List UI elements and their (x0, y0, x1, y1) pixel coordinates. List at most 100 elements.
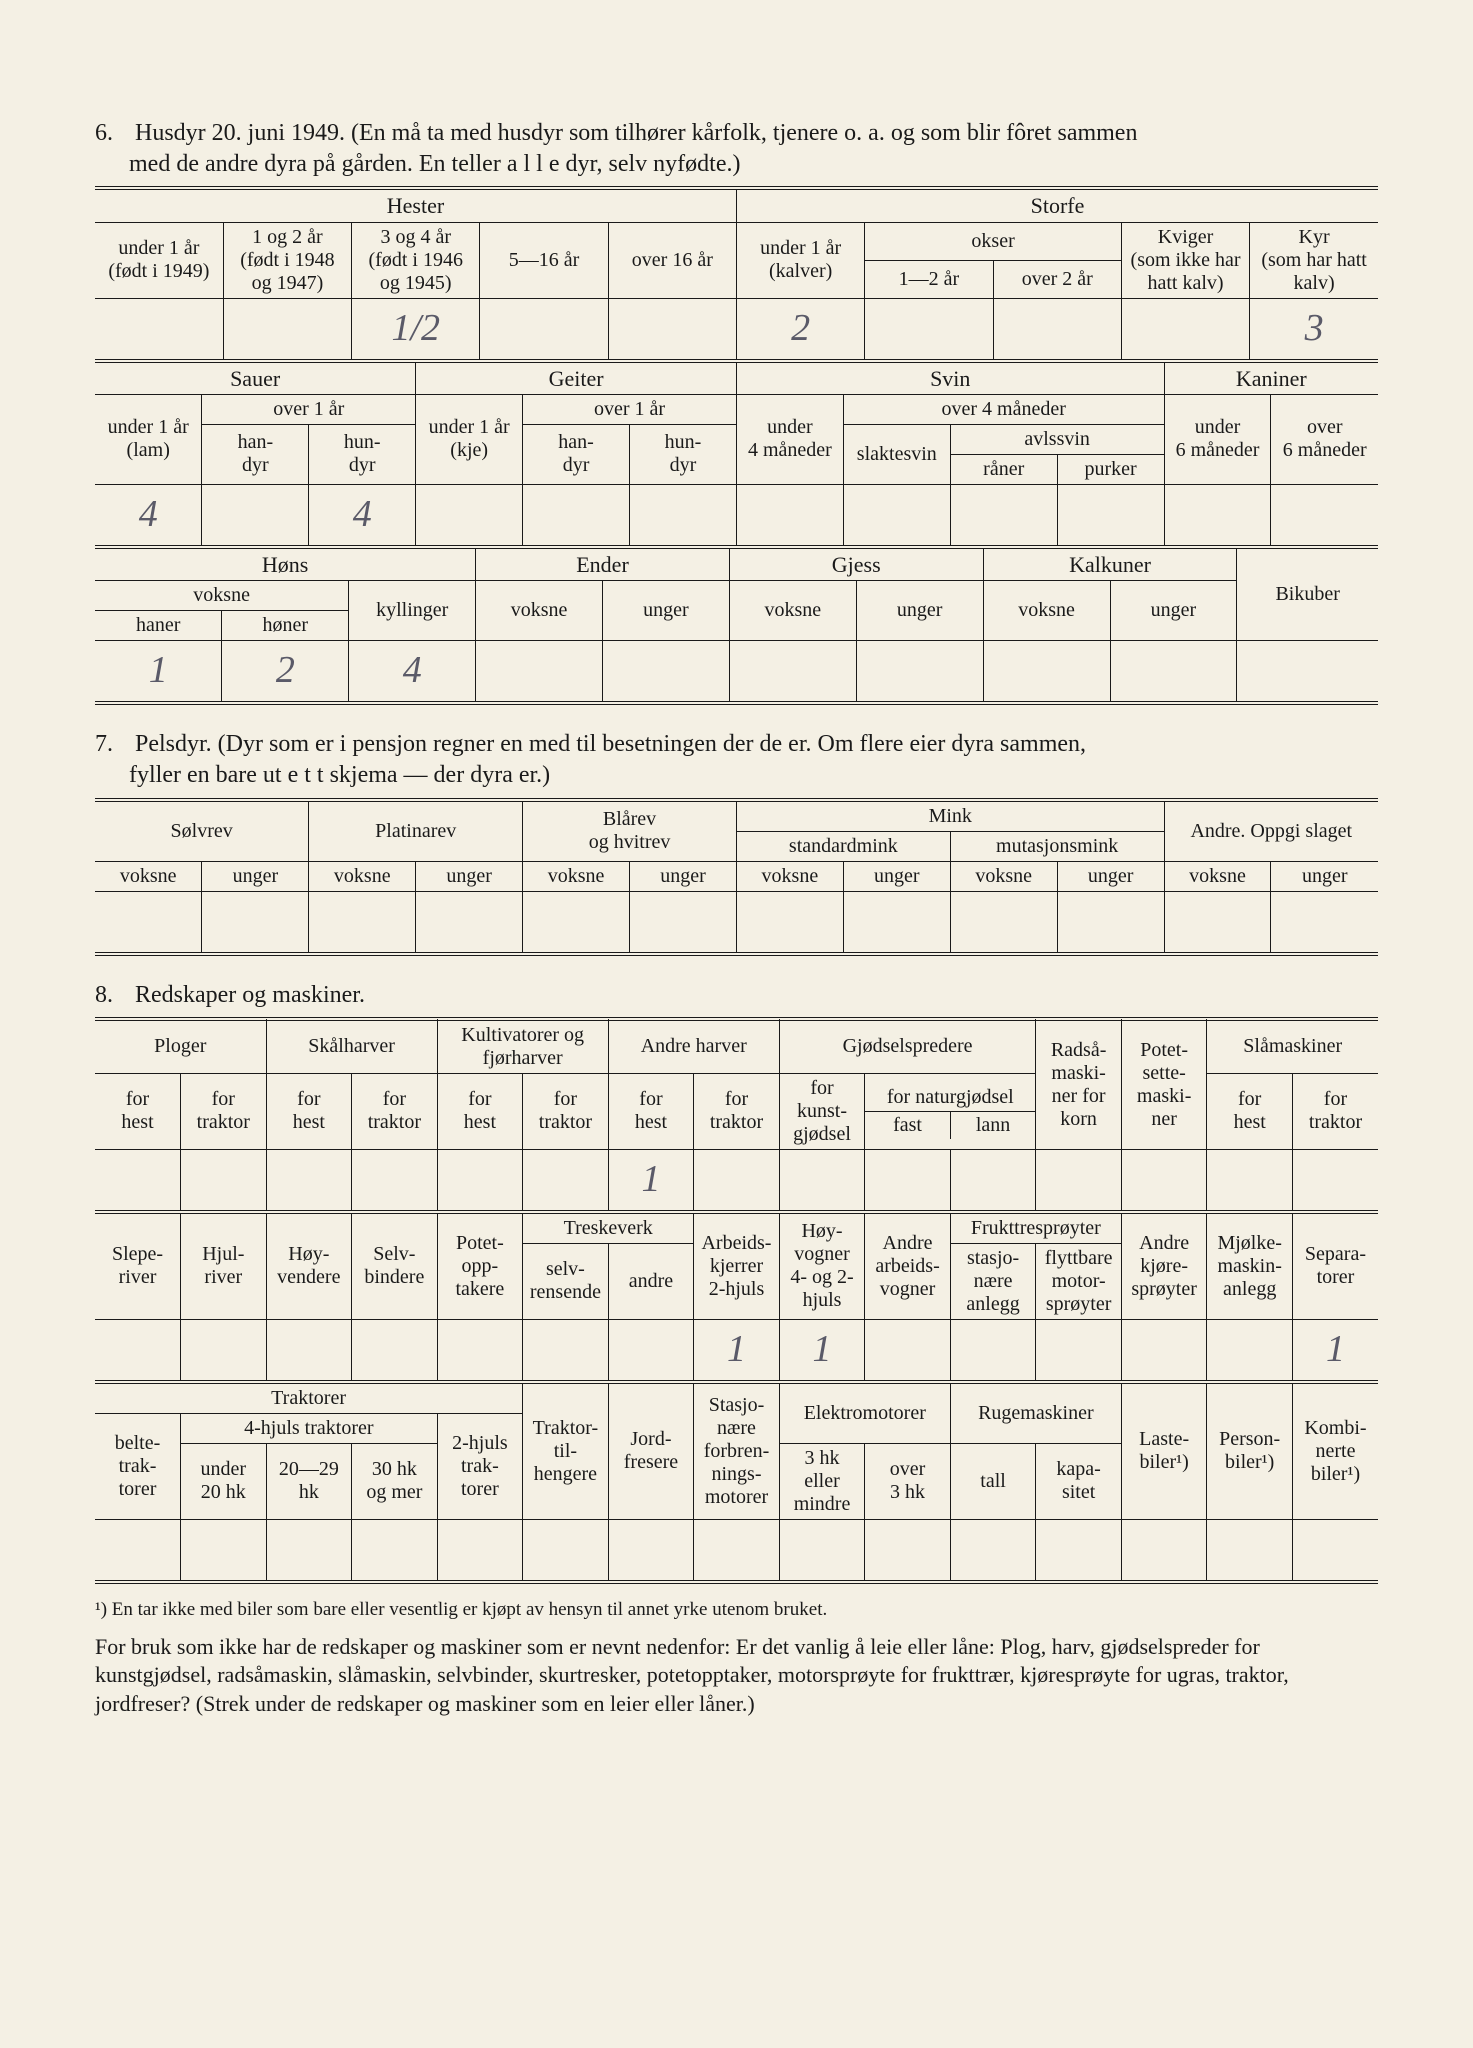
val-a-1[interactable] (223, 298, 351, 361)
v81-7[interactable] (694, 1149, 780, 1212)
v82-10[interactable] (950, 1319, 1036, 1382)
v83-4[interactable] (437, 1519, 523, 1582)
val-a-6[interactable] (865, 298, 993, 361)
v81-14[interactable] (1292, 1149, 1378, 1212)
val-b-0[interactable]: 4 (95, 484, 202, 547)
val-7-6[interactable] (736, 891, 843, 954)
v83-7[interactable] (694, 1519, 780, 1582)
v82-14[interactable]: 1 (1292, 1319, 1378, 1382)
col-geit-u1: under 1 år(kje) (416, 394, 523, 484)
v81-2[interactable] (266, 1149, 352, 1212)
v81-4[interactable] (437, 1149, 523, 1212)
val-c-8[interactable] (1110, 641, 1237, 704)
val-7-3[interactable] (416, 891, 523, 954)
val-b-6[interactable] (736, 484, 843, 547)
val-7-10[interactable] (1164, 891, 1271, 954)
v82-11[interactable] (1036, 1319, 1122, 1382)
hdr-geiter: Geiter (416, 362, 737, 394)
v82-7[interactable]: 1 (694, 1319, 780, 1382)
val-c-3[interactable] (476, 641, 603, 704)
v81-0[interactable] (95, 1149, 181, 1212)
hdr-potopp: Potet-opp-takere (437, 1213, 523, 1319)
v83-8[interactable] (779, 1519, 865, 1582)
val-7-5[interactable] (630, 891, 737, 954)
val-b-7[interactable] (843, 484, 950, 547)
v82-6[interactable] (608, 1319, 694, 1382)
val-b-8[interactable] (950, 484, 1057, 547)
v81-3[interactable] (352, 1149, 438, 1212)
hdr-sla: Slåmaskiner (1207, 1019, 1378, 1074)
v82-2[interactable] (266, 1319, 352, 1382)
val-a-8[interactable] (1121, 298, 1249, 361)
val-b-1[interactable] (202, 484, 309, 547)
val-b-10[interactable] (1164, 484, 1271, 547)
val-7-4[interactable] (523, 891, 630, 954)
v83-14[interactable] (1292, 1519, 1378, 1582)
v82-4[interactable] (437, 1319, 523, 1382)
v83-1[interactable] (181, 1519, 267, 1582)
col-slakt: slaktesvin (843, 424, 950, 484)
census-form-page: 6. Husdyr 20. juni 1949. (En må ta med h… (0, 0, 1473, 2048)
val-a-4[interactable] (608, 298, 736, 361)
val-b-2[interactable]: 4 (309, 484, 416, 547)
v81-12[interactable] (1121, 1149, 1207, 1212)
val-b-5[interactable] (630, 484, 737, 547)
col-2029: 20—29hk (266, 1443, 352, 1519)
hdr-stasjmotor: Stasjo-næreforbren-nings-motorer (694, 1383, 780, 1519)
val-c-7[interactable] (983, 641, 1110, 704)
val-a-7[interactable] (993, 298, 1121, 361)
v83-3[interactable] (352, 1519, 438, 1582)
v83-2[interactable] (266, 1519, 352, 1582)
v83-13[interactable] (1207, 1519, 1293, 1582)
val-a-9[interactable]: 3 (1250, 298, 1378, 361)
val-b-3[interactable] (416, 484, 523, 547)
v82-12[interactable] (1121, 1319, 1207, 1382)
val-a-3[interactable] (480, 298, 608, 361)
v82-3[interactable] (352, 1319, 438, 1382)
val-7-9[interactable] (1057, 891, 1164, 954)
v82-8[interactable]: 1 (779, 1319, 865, 1382)
val-7-11[interactable] (1271, 891, 1378, 954)
val-7-1[interactable] (202, 891, 309, 954)
val-c-1[interactable]: 2 (222, 641, 349, 704)
val-b-11[interactable] (1271, 484, 1378, 547)
val-c-9[interactable] (1237, 641, 1378, 704)
v83-5[interactable] (523, 1519, 609, 1582)
hdr-radsa: Radså-maski-ner forkorn (1036, 1019, 1122, 1150)
val-7-2[interactable] (309, 891, 416, 954)
v82-13[interactable] (1207, 1319, 1293, 1382)
v83-0[interactable] (95, 1519, 181, 1582)
col-h-u1: under 1 år(født i 1949) (95, 222, 223, 298)
v82-0[interactable] (95, 1319, 181, 1382)
v81-8[interactable] (779, 1149, 865, 1212)
val-c-4[interactable] (603, 641, 730, 704)
v83-12[interactable] (1121, 1519, 1207, 1582)
v81-13[interactable] (1207, 1149, 1293, 1212)
v83-11[interactable] (1036, 1519, 1122, 1582)
val-c-6[interactable] (856, 641, 983, 704)
v83-9[interactable] (865, 1519, 951, 1582)
val-a-2[interactable]: 1/2 (352, 298, 480, 361)
v81-1[interactable] (181, 1149, 267, 1212)
v82-9[interactable] (865, 1319, 951, 1382)
val-b-9[interactable] (1057, 484, 1164, 547)
v82-5[interactable] (523, 1319, 609, 1382)
val-7-7[interactable] (843, 891, 950, 954)
v81-10[interactable] (950, 1149, 1036, 1212)
col-tall: tall (950, 1443, 1036, 1519)
v81-11[interactable] (1036, 1149, 1122, 1212)
val-c-2[interactable]: 4 (349, 641, 476, 704)
val-7-0[interactable] (95, 891, 202, 954)
v83-6[interactable] (608, 1519, 694, 1582)
val-c-0[interactable]: 1 (95, 641, 222, 704)
v81-5[interactable] (523, 1149, 609, 1212)
v83-10[interactable] (950, 1519, 1036, 1582)
val-b-4[interactable] (523, 484, 630, 547)
val-7-8[interactable] (950, 891, 1057, 954)
v81-6[interactable]: 1 (608, 1149, 694, 1212)
v81-9[interactable] (865, 1149, 951, 1212)
val-a-0[interactable] (95, 298, 223, 361)
v82-1[interactable] (181, 1319, 267, 1382)
val-c-5[interactable] (729, 641, 856, 704)
val-a-5[interactable]: 2 (736, 298, 864, 361)
